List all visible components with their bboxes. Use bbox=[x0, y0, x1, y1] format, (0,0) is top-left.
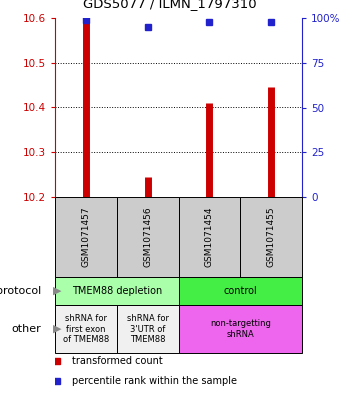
Bar bbox=[178, 305, 302, 353]
Text: GSM1071457: GSM1071457 bbox=[81, 207, 90, 267]
Text: other: other bbox=[12, 324, 41, 334]
Text: non-targetting
shRNA: non-targetting shRNA bbox=[210, 319, 271, 339]
Text: shRNA for
3'UTR of
TMEM88: shRNA for 3'UTR of TMEM88 bbox=[126, 314, 169, 344]
Bar bbox=[55, 277, 178, 305]
Text: TMEM88 depletion: TMEM88 depletion bbox=[72, 286, 162, 296]
Bar bbox=[178, 197, 240, 277]
Bar bbox=[55, 305, 117, 353]
Text: GDS5077 / ILMN_1797310: GDS5077 / ILMN_1797310 bbox=[83, 0, 257, 10]
Text: control: control bbox=[223, 286, 257, 296]
Text: transformed count: transformed count bbox=[72, 356, 163, 366]
Text: percentile rank within the sample: percentile rank within the sample bbox=[72, 376, 237, 386]
Bar bbox=[117, 197, 178, 277]
Bar bbox=[178, 277, 302, 305]
Text: GSM1071454: GSM1071454 bbox=[205, 207, 214, 267]
Text: shRNA for
first exon
of TMEM88: shRNA for first exon of TMEM88 bbox=[63, 314, 109, 344]
Text: ▶: ▶ bbox=[53, 324, 62, 334]
Text: ▶: ▶ bbox=[53, 286, 62, 296]
Bar bbox=[240, 197, 302, 277]
Text: GSM1071456: GSM1071456 bbox=[143, 207, 152, 267]
Text: GSM1071455: GSM1071455 bbox=[267, 207, 276, 267]
Text: protocol: protocol bbox=[0, 286, 41, 296]
Bar bbox=[55, 197, 117, 277]
Bar bbox=[117, 305, 178, 353]
